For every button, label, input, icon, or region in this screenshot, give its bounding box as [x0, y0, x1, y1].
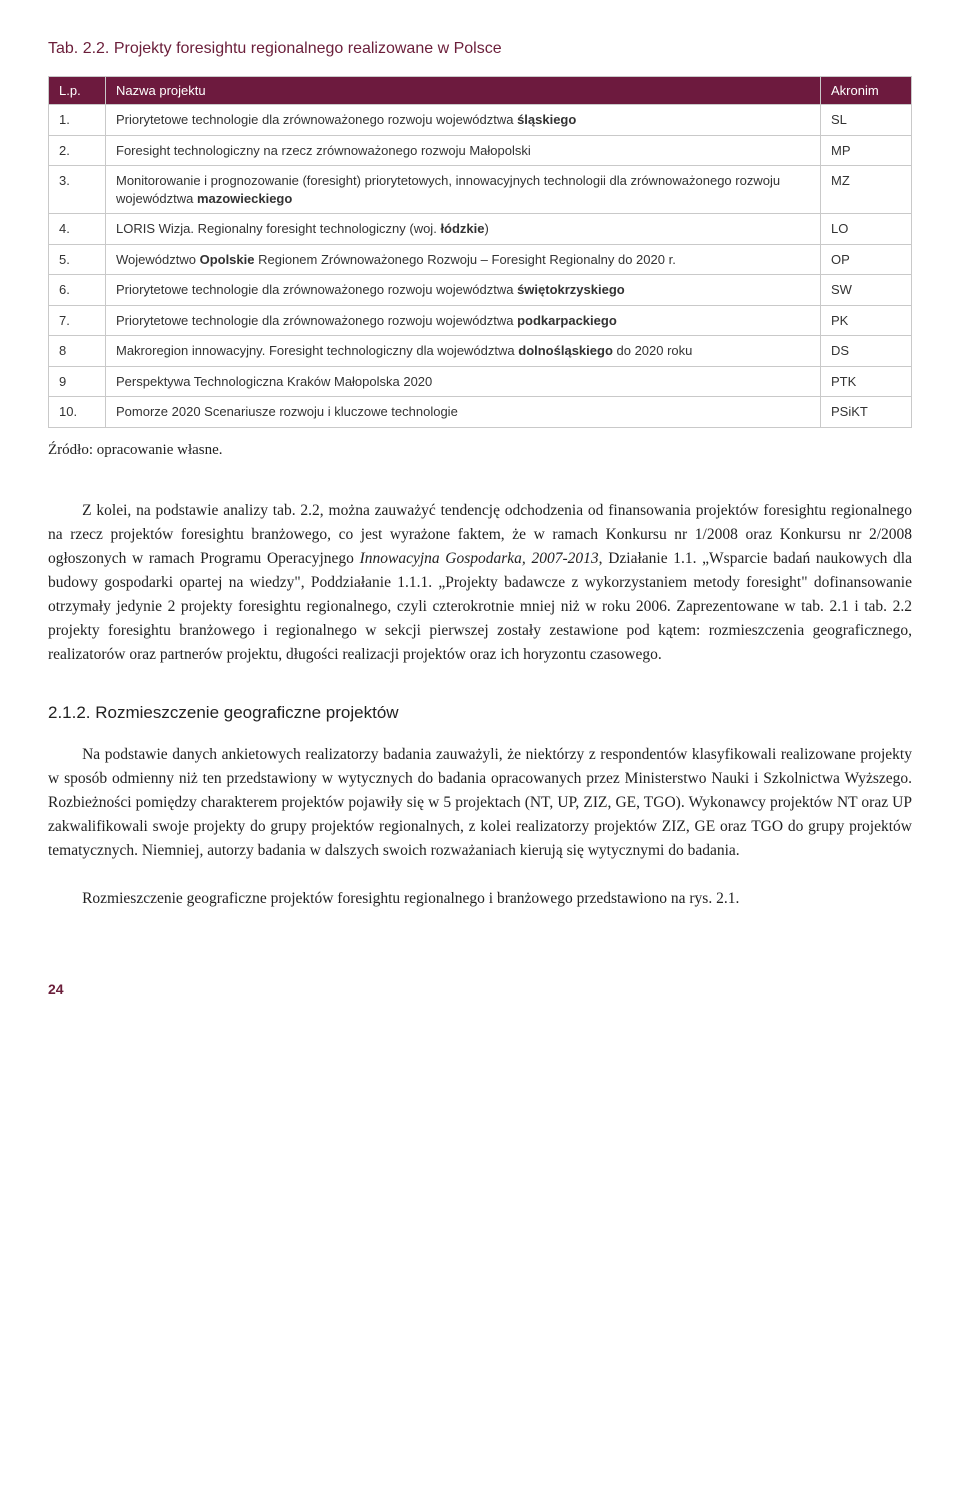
paragraph-2: Na podstawie danych ankietowych realizat… — [48, 743, 912, 863]
cell-name: Priorytetowe technologie dla zrównoważon… — [106, 305, 821, 336]
cell-name: Foresight technologiczny na rzecz zrówno… — [106, 135, 821, 166]
col-akr: Akronim — [821, 77, 912, 105]
cell-akronim: LO — [821, 214, 912, 245]
cell-name: Monitorowanie i prognozowanie (foresight… — [106, 166, 821, 214]
cell-akronim: PTK — [821, 366, 912, 397]
paragraph-1: Z kolei, na podstawie analizy tab. 2.2, … — [48, 499, 912, 667]
table-row: 3.Monitorowanie i prognozowanie (foresig… — [49, 166, 912, 214]
cell-akronim: MZ — [821, 166, 912, 214]
cell-name: Województwo Opolskie Regionem Zrównoważo… — [106, 244, 821, 275]
table-body: 1.Priorytetowe technologie dla zrównoważ… — [49, 105, 912, 428]
cell-akronim: SL — [821, 105, 912, 136]
cell-name: LORIS Wizja. Regionalny foresight techno… — [106, 214, 821, 245]
cell-lp: 1. — [49, 105, 106, 136]
col-lp: L.p. — [49, 77, 106, 105]
cell-akronim: PSiKT — [821, 397, 912, 428]
cell-lp: 9 — [49, 366, 106, 397]
paragraph-1-text: Z kolei, na podstawie analizy tab. 2.2, … — [48, 502, 912, 663]
cell-lp: 3. — [49, 166, 106, 214]
table-row: 2.Foresight technologiczny na rzecz zrów… — [49, 135, 912, 166]
paragraph-2-text: Na podstawie danych ankietowych realizat… — [48, 746, 912, 859]
cell-akronim: MP — [821, 135, 912, 166]
paragraph-3-text: Rozmieszczenie geograficzne projektów fo… — [82, 890, 739, 907]
section-heading: 2.1.2. Rozmieszczenie geograficzne proje… — [48, 703, 912, 723]
cell-name: Pomorze 2020 Scenariusze rozwoju i klucz… — [106, 397, 821, 428]
cell-name: Priorytetowe technologie dla zrównoważon… — [106, 105, 821, 136]
table-row: 6.Priorytetowe technologie dla zrównoważ… — [49, 275, 912, 306]
table-row: 9Perspektywa Technologiczna Kraków Małop… — [49, 366, 912, 397]
table-row: 5.Województwo Opolskie Regionem Zrównowa… — [49, 244, 912, 275]
cell-akronim: DS — [821, 336, 912, 367]
cell-lp: 6. — [49, 275, 106, 306]
cell-akronim: SW — [821, 275, 912, 306]
paragraph-3: Rozmieszczenie geograficzne projektów fo… — [48, 887, 912, 911]
cell-name: Perspektywa Technologiczna Kraków Małopo… — [106, 366, 821, 397]
cell-lp: 7. — [49, 305, 106, 336]
cell-lp: 5. — [49, 244, 106, 275]
table-source: Źródło: opracowanie własne. — [48, 442, 912, 459]
table-row: 4.LORIS Wizja. Regionalny foresight tech… — [49, 214, 912, 245]
cell-akronim: OP — [821, 244, 912, 275]
cell-akronim: PK — [821, 305, 912, 336]
page-number: 24 — [48, 981, 912, 997]
cell-name: Makroregion innowacyjny. Foresight techn… — [106, 336, 821, 367]
cell-lp: 2. — [49, 135, 106, 166]
projects-table: L.p. Nazwa projektu Akronim 1.Prioryteto… — [48, 76, 912, 428]
col-name: Nazwa projektu — [106, 77, 821, 105]
table-header-row: L.p. Nazwa projektu Akronim — [49, 77, 912, 105]
table-row: 8Makroregion innowacyjny. Foresight tech… — [49, 336, 912, 367]
cell-lp: 4. — [49, 214, 106, 245]
table-row: 10.Pomorze 2020 Scenariusze rozwoju i kl… — [49, 397, 912, 428]
cell-lp: 10. — [49, 397, 106, 428]
cell-lp: 8 — [49, 336, 106, 367]
cell-name: Priorytetowe technologie dla zrównoważon… — [106, 275, 821, 306]
table-caption: Tab. 2.2. Projekty foresightu regionalne… — [48, 40, 912, 58]
table-row: 7.Priorytetowe technologie dla zrównoważ… — [49, 305, 912, 336]
table-row: 1.Priorytetowe technologie dla zrównoważ… — [49, 105, 912, 136]
